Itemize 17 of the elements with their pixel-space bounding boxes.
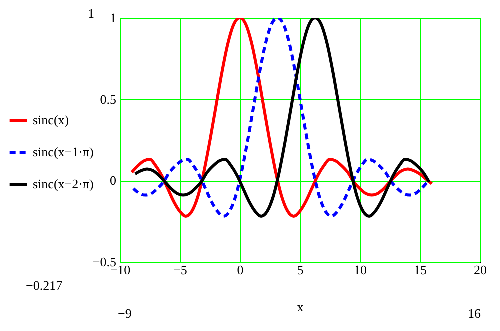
- x-axis-title: x: [297, 300, 304, 314]
- x-tick-label: 0: [237, 262, 244, 278]
- legend-label: sinc(x−2·π): [33, 176, 94, 192]
- x-tick-label: 15: [414, 262, 427, 278]
- legend-label: sinc(x): [33, 112, 70, 128]
- text: −0.217: [26, 278, 63, 294]
- x-tick-label: 5: [297, 262, 304, 278]
- x-tick-label: −5: [174, 262, 188, 278]
- x-tick-label: 20: [474, 262, 487, 278]
- x-tick-label: 10: [354, 262, 367, 278]
- text: 16: [468, 306, 481, 322]
- y-tick-label: 1: [110, 10, 116, 26]
- y-tick-label: 0: [110, 173, 116, 188]
- y-tick-label: 0.5: [100, 92, 116, 107]
- legend-label: sinc(x−1·π): [33, 144, 94, 160]
- text: −9: [118, 306, 132, 322]
- text: 1: [88, 6, 94, 22]
